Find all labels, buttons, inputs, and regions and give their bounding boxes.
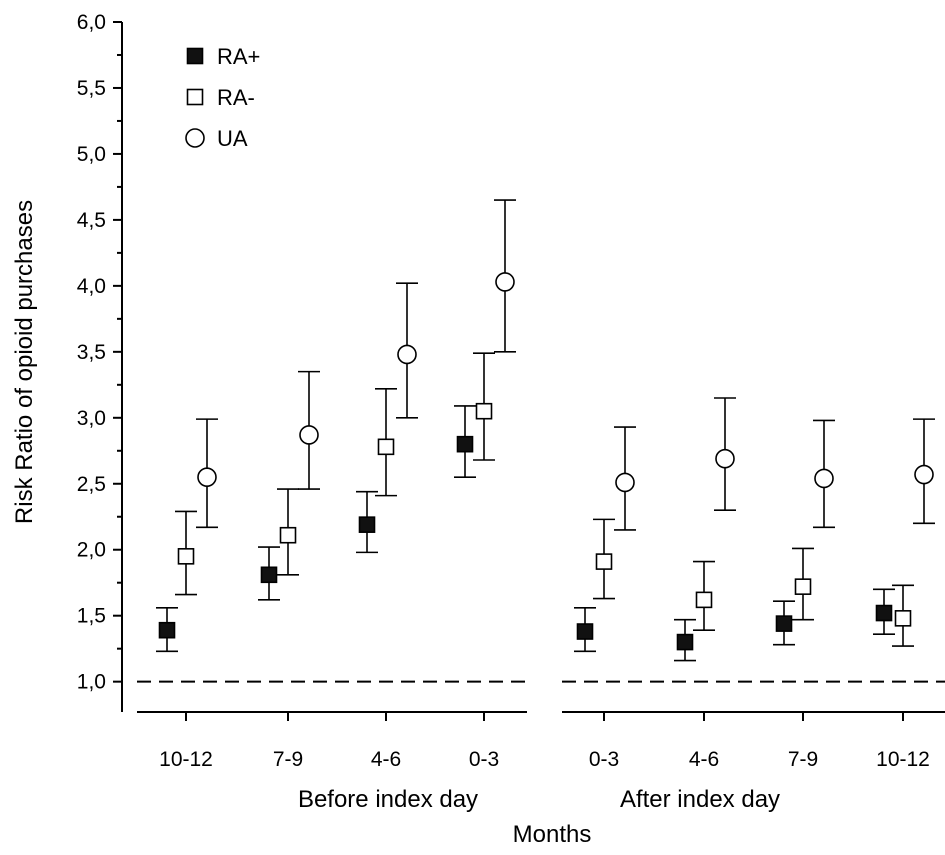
legend-marker-ra-plus bbox=[186, 47, 204, 65]
x-tick-label: 7-9 bbox=[273, 748, 303, 771]
y-tick-label: 3,0 bbox=[77, 407, 106, 430]
y-tick-label: 4,0 bbox=[77, 275, 106, 298]
y-tick-label: 6,0 bbox=[77, 11, 106, 34]
point-ra-minus bbox=[695, 591, 713, 609]
x-tick-label: 4-6 bbox=[689, 748, 719, 771]
legend: RA+ RA- UA bbox=[185, 44, 260, 151]
tick-labels: 1,0 1,5 2,0 2,5 3,0 3,5 4,0 4,5 5,0 5,5 6,0 10-12 7-… bbox=[77, 11, 930, 771]
legend-label-ua: UA bbox=[217, 126, 248, 151]
point-ra-minus bbox=[894, 610, 912, 627]
group-label-before: Before index day bbox=[298, 786, 478, 813]
point-ra-minus bbox=[377, 438, 395, 456]
legend-marker-ra-minus bbox=[186, 88, 204, 106]
point-ua bbox=[615, 472, 635, 493]
point-ra-plus bbox=[775, 615, 793, 632]
point-ra-plus bbox=[676, 633, 694, 651]
y-tick-label: 5,0 bbox=[77, 143, 106, 166]
point-ua bbox=[495, 272, 515, 292]
point-ra-plus bbox=[875, 604, 893, 622]
point-ua bbox=[197, 467, 217, 487]
y-axis-title: Risk Ratio of opioid purchases bbox=[11, 200, 38, 524]
point-ra-minus bbox=[177, 548, 195, 565]
point-ra-minus bbox=[279, 526, 297, 544]
point-ra-plus bbox=[358, 516, 376, 533]
point-ua bbox=[715, 448, 735, 469]
y-tick-label: 1,5 bbox=[77, 605, 106, 628]
x-tick-label: 10-12 bbox=[876, 748, 930, 771]
point-ra-minus bbox=[595, 553, 613, 570]
y-tick-label: 3,5 bbox=[77, 341, 106, 364]
y-tick-label: 1,0 bbox=[77, 671, 106, 694]
point-ra-plus bbox=[576, 623, 594, 640]
error-bars bbox=[156, 199, 935, 662]
x-tick-label: 7-9 bbox=[788, 748, 818, 771]
x-tick-label: 0-3 bbox=[469, 748, 499, 771]
point-ra-plus bbox=[260, 566, 278, 584]
markers bbox=[158, 272, 934, 651]
point-ua bbox=[814, 468, 834, 489]
point-ua bbox=[914, 464, 934, 485]
point-ra-plus bbox=[158, 621, 176, 639]
x-tick-label: 10-12 bbox=[159, 748, 213, 771]
legend-label-ra-plus: RA+ bbox=[217, 44, 260, 69]
group-label-after: After index day bbox=[620, 786, 780, 813]
point-ua bbox=[397, 344, 417, 365]
x-tick-label: 0-3 bbox=[589, 748, 619, 771]
x-tick-label: 4-6 bbox=[371, 748, 401, 771]
x-axis-title: Months bbox=[513, 821, 592, 848]
point-ra-minus bbox=[794, 578, 812, 595]
point-ua bbox=[299, 425, 319, 445]
y-tick-label: 2,0 bbox=[77, 539, 106, 562]
y-tick-label: 5,5 bbox=[77, 77, 106, 100]
legend-marker-ua bbox=[185, 128, 205, 148]
y-tick-label: 4,5 bbox=[77, 209, 106, 232]
legend-label-ra-minus: RA- bbox=[217, 85, 255, 110]
axes bbox=[113, 21, 945, 721]
y-tick-label: 2,5 bbox=[77, 473, 106, 496]
point-ra-minus bbox=[475, 402, 493, 420]
point-ra-plus bbox=[456, 435, 474, 453]
